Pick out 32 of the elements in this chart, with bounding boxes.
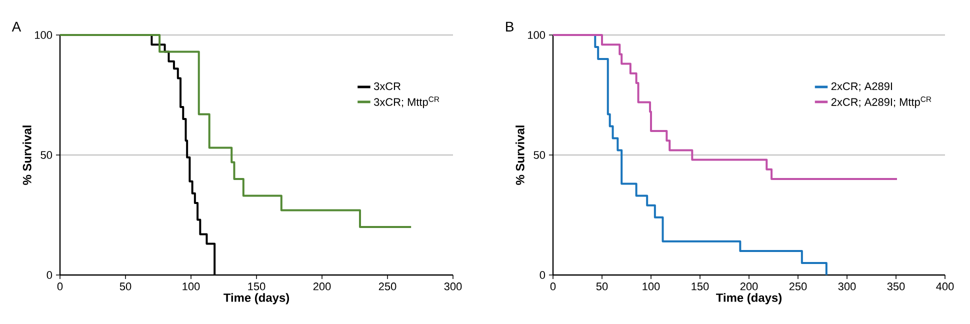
x-tick-label: 50: [120, 282, 132, 290]
x-tick-label: 0: [57, 282, 63, 290]
legend-label: 2xCR; A289I; Mttp$^{CR}$: [831, 96, 932, 108]
x-tick-label: 0: [550, 282, 556, 290]
x-tick-label: 350: [887, 282, 905, 290]
x-tick-label: 150: [692, 282, 709, 290]
x-tick-label: 250: [789, 282, 807, 290]
x-tick-label: 200: [313, 282, 331, 290]
x-axis-title: Time (days): [224, 293, 290, 304]
legend-label: 3xCR; Mttp$^{CR}$: [374, 96, 440, 108]
x-tick-label: 300: [838, 282, 856, 290]
legend-label: 2xCR; A289I: [831, 82, 892, 92]
x-tick-label: 150: [248, 282, 266, 290]
y-tick-label: 0: [46, 271, 52, 279]
x-tick-label: 400: [936, 282, 954, 290]
y-tick-label: 0: [540, 271, 546, 279]
x-axis-title: Time (days): [716, 293, 782, 304]
y-tick-label: 50: [534, 151, 546, 159]
x-tick-label: 100: [182, 282, 200, 290]
y-tick-label: 50: [40, 151, 52, 159]
y-tick-label: 100: [35, 31, 52, 39]
text: A: [12, 22, 22, 32]
y-tick-label: 100: [528, 31, 546, 39]
x-tick-label: 300: [444, 282, 462, 290]
x-tick-label: 100: [642, 282, 660, 290]
legend-label: 3xCR: [374, 82, 400, 90]
x-tick-label: 250: [378, 282, 396, 290]
text: B: [506, 22, 514, 32]
x-tick-label: 50: [596, 282, 608, 290]
y-axis-title: % Survival: [22, 126, 32, 185]
x-tick-label: 200: [740, 282, 758, 290]
y-axis-title: % Survival: [516, 126, 524, 185]
